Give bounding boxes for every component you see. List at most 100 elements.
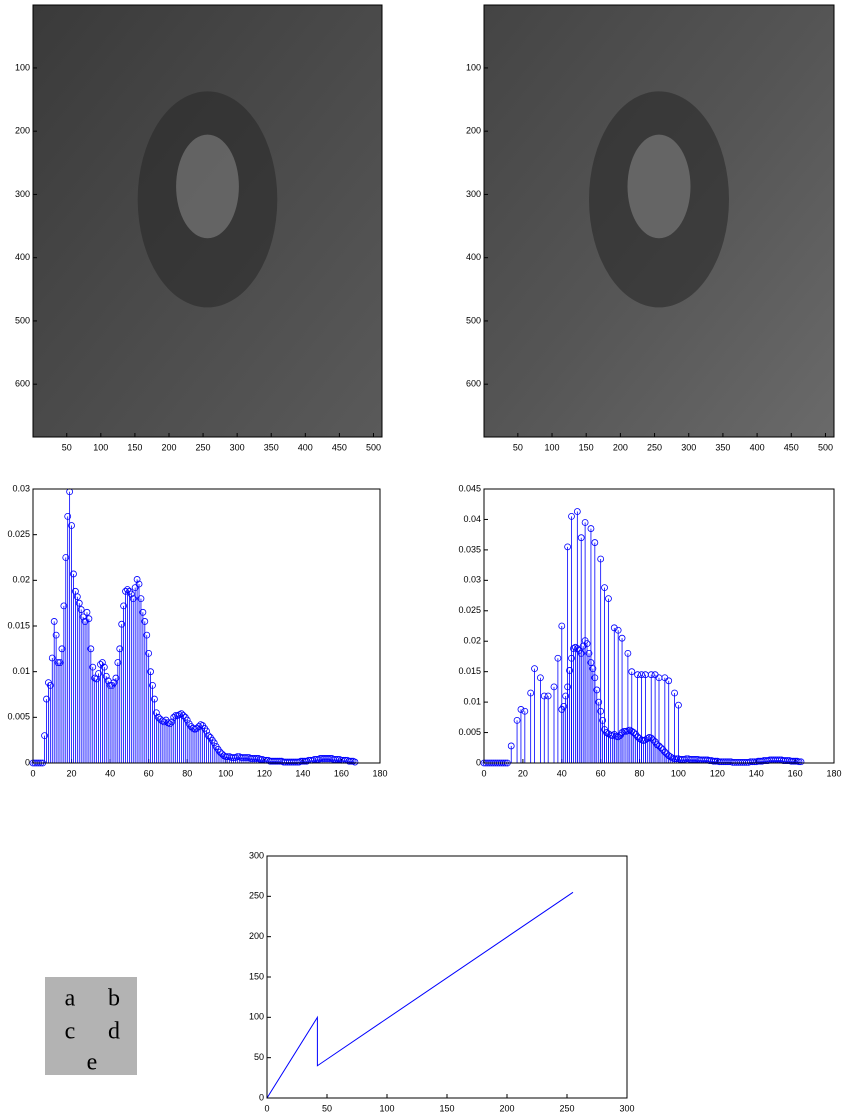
stem	[630, 729, 638, 763]
y-tick-label: 600	[466, 379, 481, 389]
stem-marker	[43, 695, 50, 703]
stem	[589, 665, 597, 763]
stem	[75, 599, 83, 763]
x-tick-label: 500	[366, 442, 381, 452]
stem	[77, 606, 85, 763]
stem	[129, 595, 137, 763]
x-tick-label: 60	[596, 768, 606, 778]
stem-marker	[178, 710, 185, 718]
x-tick-label: 180	[826, 768, 841, 778]
stem	[597, 707, 605, 763]
stem	[517, 706, 525, 763]
stem-marker	[46, 681, 54, 689]
stem	[595, 698, 603, 763]
y-tick-label: 400	[466, 252, 481, 262]
stem-marker	[168, 718, 176, 726]
stem-marker	[517, 706, 525, 713]
stem-marker	[170, 713, 178, 721]
stem	[531, 665, 538, 763]
stem-marker	[647, 671, 655, 679]
stem	[41, 732, 48, 763]
y-tick-label: 0.005	[7, 712, 30, 722]
y-tick-label: 500	[466, 315, 481, 325]
stem	[151, 695, 158, 763]
stem-marker	[100, 663, 108, 671]
stem-marker	[597, 555, 605, 563]
stem-marker	[122, 587, 129, 595]
stem	[133, 576, 141, 763]
stem	[137, 595, 145, 763]
y-tick-label: 50	[254, 1052, 264, 1062]
line	[266, 891, 574, 1099]
stem-marker	[657, 744, 665, 752]
stem-marker	[566, 667, 573, 674]
stem-marker	[554, 654, 562, 662]
y-tick-label: 0.045	[458, 483, 481, 493]
x-tick-label: 50	[513, 442, 523, 452]
stem-marker	[675, 701, 682, 709]
y-tick-label: 0	[25, 757, 30, 767]
stem-marker	[149, 681, 156, 689]
x-tick-label: 100	[545, 442, 560, 452]
x-tick-label: 160	[334, 768, 349, 778]
x-tick-label: 250	[647, 442, 662, 452]
stem	[58, 645, 66, 763]
stem	[203, 727, 210, 763]
stem-marker	[624, 650, 632, 657]
panel: 50 100 150 200 250 300 350 400 450 500 100 200 300 40…	[15, 4, 383, 452]
x-tick-label: 50	[322, 1103, 332, 1113]
stem-marker	[665, 752, 673, 760]
stem	[127, 590, 135, 763]
stem-marker	[118, 620, 126, 628]
stem-marker	[95, 670, 102, 677]
image-face	[627, 134, 691, 239]
stem	[120, 602, 128, 763]
key-background	[45, 977, 137, 1075]
stem-marker	[581, 519, 589, 526]
stem-marker	[131, 584, 139, 592]
stem-marker	[527, 689, 535, 697]
stem	[179, 712, 187, 763]
stem-marker	[56, 659, 64, 666]
stem-marker	[560, 702, 568, 710]
stem-marker	[112, 674, 120, 682]
stem	[614, 733, 622, 763]
stem-marker	[585, 650, 593, 657]
x-tick-label: 160	[788, 768, 803, 778]
stem-marker	[62, 554, 70, 561]
x-tick-label: 120	[710, 768, 725, 778]
stem	[554, 654, 562, 763]
x-tick-label: 200	[161, 442, 176, 452]
x-tick-label: 0	[481, 768, 486, 778]
stem	[68, 522, 75, 763]
stem	[122, 587, 129, 763]
stem-marker	[647, 734, 655, 742]
key-label: e	[87, 1050, 98, 1076]
stem	[593, 686, 601, 763]
x-tick-label: 500	[818, 442, 833, 452]
axes-box	[483, 4, 835, 438]
x-tick-label: 450	[332, 442, 347, 452]
stem-marker	[568, 654, 575, 662]
stem-marker	[564, 543, 572, 551]
x-tick-label: 100	[93, 442, 108, 452]
stem	[166, 720, 174, 763]
x-tick-label: 180	[372, 768, 387, 778]
stem	[116, 645, 124, 763]
stem-marker	[351, 758, 359, 766]
stem-marker	[630, 729, 638, 736]
key-label: a	[65, 986, 76, 1012]
stem-marker	[99, 659, 106, 666]
x-tick-label: 200	[499, 1103, 514, 1113]
stem-marker	[133, 576, 141, 583]
panel: 50 100 150 200 250 300 350 400 450 500 100 200 300 40…	[466, 4, 835, 452]
stem-marker	[48, 654, 56, 662]
stem	[583, 640, 591, 763]
stem	[178, 710, 185, 763]
stem	[145, 650, 153, 763]
stem-marker	[147, 668, 154, 676]
x-tick-label: 140	[295, 768, 310, 778]
stem-marker	[507, 742, 515, 750]
key-label: b	[108, 986, 120, 1012]
stem-marker	[145, 650, 153, 657]
